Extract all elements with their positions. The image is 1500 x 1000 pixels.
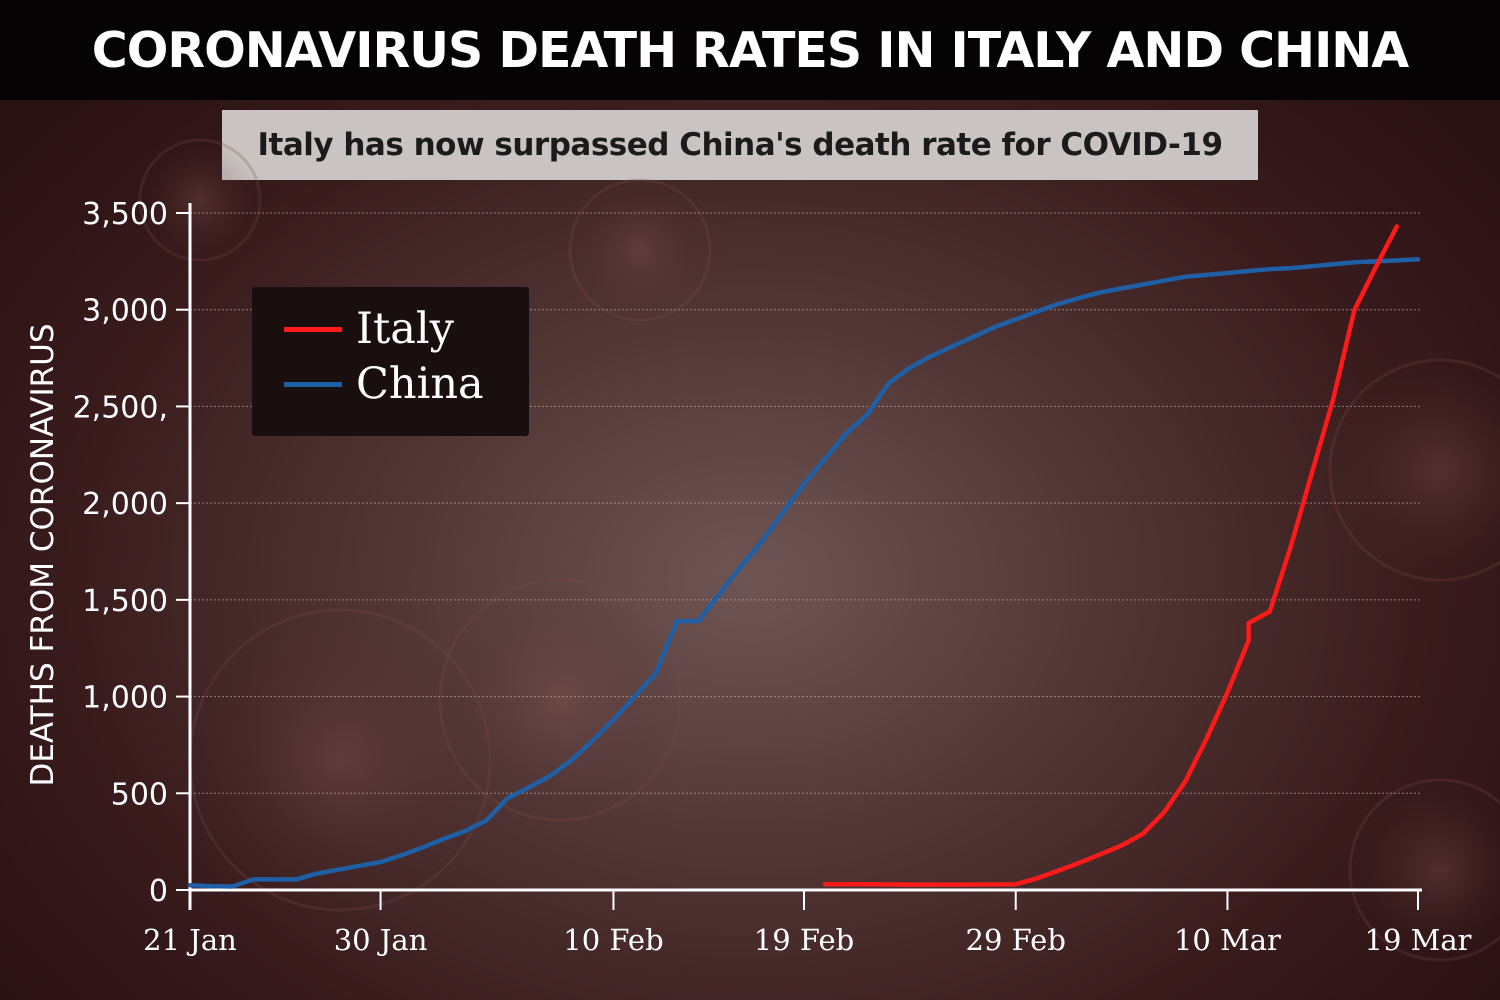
x-tick-label: 10 Mar [1174,923,1281,957]
virus-shape-2 [568,178,712,322]
subtitle-banner: Italy has now surpassed China's death ra… [222,110,1258,180]
y-tick-label: 1,500 [82,584,168,619]
x-tick-label: 19 Feb [754,923,854,957]
virus-shape-0 [188,608,492,912]
y-tick-label: 2,500, [73,390,168,425]
virus-shape-1 [438,578,682,822]
x-tick-label: 29 Feb [966,923,1066,957]
x-tick-label: 30 Jan [334,923,428,957]
legend-item-italy: Italy [284,308,454,351]
series-line-china [187,257,1421,889]
virus-shape-4 [1348,778,1500,962]
y-axis-label: DEATHS FROM CORONAVIRUS [25,323,61,786]
x-tick-label: 10 Feb [563,923,663,957]
y-tick-label: 2,000 [82,487,168,522]
x-tick-label: 21 Jan [143,923,237,957]
y-tick-label: 3,500 [82,197,168,232]
subtitle-text: Italy has now surpassed China's death ra… [257,127,1223,163]
legend-swatch-china [284,382,342,387]
legend-label-china: China [356,359,484,409]
tick-labels: 0 500 1,000 1,500 2,000 2,500, 3,000 3,500 21 Ja… [73,197,1472,957]
y-tick-label: 0 [149,874,168,909]
axes [188,203,1422,910]
virus-shape-3 [1328,358,1500,582]
headline: CORONAVIRUS DEATH RATES IN ITALY AND CHI… [0,0,1500,100]
legend-label-italy: Italy [356,304,454,354]
legend: Italy China [252,287,529,436]
y-tick-label: 1,000 [82,681,168,716]
x-tick-label: 19 Mar [1365,923,1472,957]
virus-background-decoration [138,138,1500,962]
legend-item-china: China [284,363,484,406]
virus-shape-5 [138,138,262,262]
series-layer [187,224,1421,889]
series-line-italy [822,224,1400,887]
y-tick-label: 3,000 [82,294,168,329]
y-tick-label: 500 [111,777,168,812]
legend-swatch-italy [284,327,342,332]
